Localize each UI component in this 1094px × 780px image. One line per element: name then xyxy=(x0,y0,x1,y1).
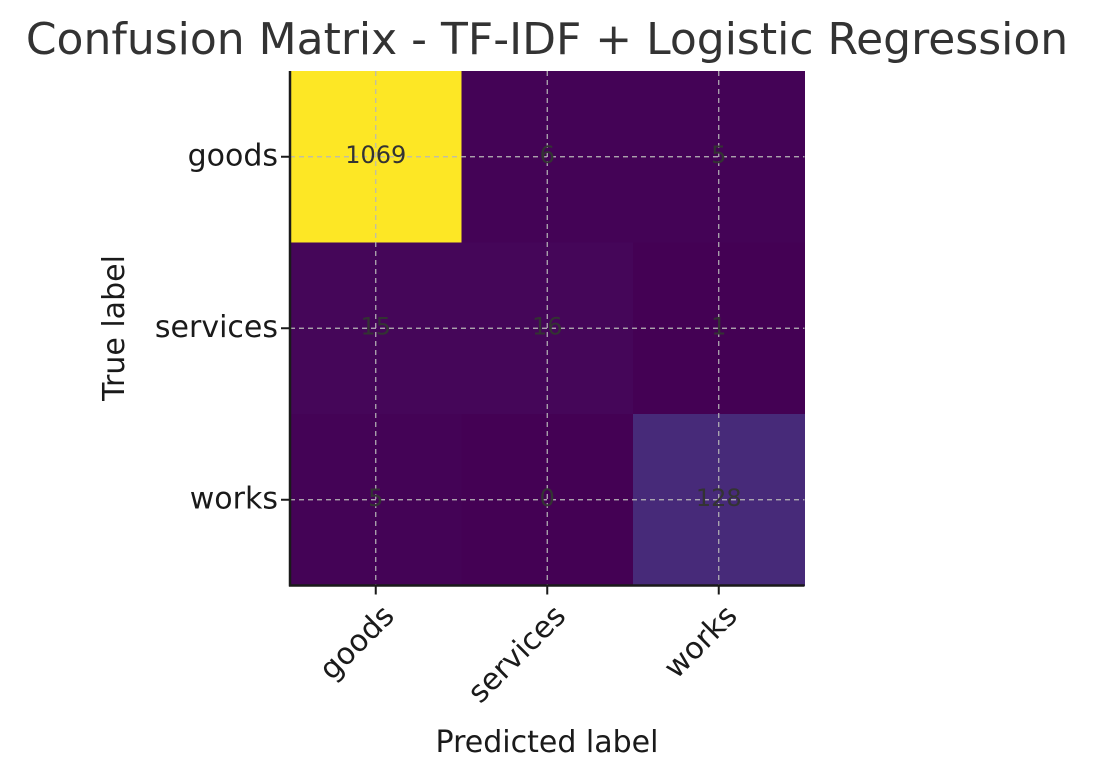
x-tick-label: goods xyxy=(313,598,402,687)
y-tick-labels: goods services works xyxy=(155,138,278,516)
y-tick-label: goods xyxy=(188,138,278,173)
y-tick-label: works xyxy=(190,481,278,516)
cell-value-label: 128 xyxy=(696,484,742,512)
cell-value-label: 5 xyxy=(711,141,726,169)
cell-value-labels: 1069 6 515 16 15 0 128 xyxy=(345,141,741,512)
chart-title: Confusion Matrix - TF-IDF + Logistic Reg… xyxy=(26,14,1068,65)
grid-lines xyxy=(290,71,805,586)
x-axis-label: Predicted label xyxy=(436,725,659,760)
cell-value-label: 6 xyxy=(540,141,555,169)
x-tick-label: works xyxy=(657,598,744,685)
x-tick-labels: goods services works xyxy=(313,598,745,710)
cell-value-label: 0 xyxy=(540,484,555,512)
axes xyxy=(281,71,805,595)
cell-value-label: 5 xyxy=(368,484,383,512)
y-tick-label: services xyxy=(155,310,278,345)
cell-value-label: 1069 xyxy=(345,141,406,169)
y-axis-label: True label xyxy=(97,255,132,402)
cell-value-label: 1 xyxy=(711,312,726,340)
cell-value-label: 16 xyxy=(532,312,563,340)
x-tick-label: services xyxy=(461,598,573,710)
cell-value-label: 15 xyxy=(360,312,391,340)
